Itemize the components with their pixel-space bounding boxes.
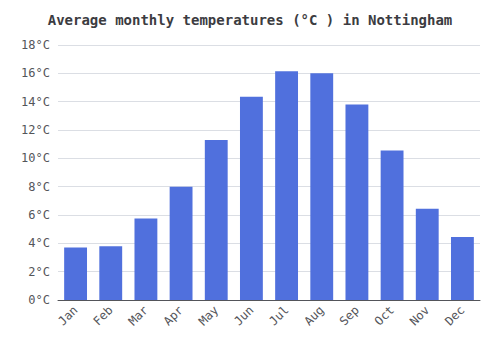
svg-text:Nov: Nov — [407, 303, 432, 328]
svg-text:16°C: 16°C — [21, 66, 50, 80]
svg-text:Feb: Feb — [90, 303, 115, 328]
svg-text:4°C: 4°C — [28, 236, 50, 250]
svg-text:12°C: 12°C — [21, 123, 50, 137]
svg-text:Jul: Jul — [266, 303, 291, 328]
svg-text:Jan: Jan — [55, 303, 80, 328]
svg-text:0°C: 0°C — [28, 293, 50, 307]
svg-text:14°C: 14°C — [21, 95, 50, 109]
svg-text:18°C: 18°C — [21, 38, 50, 52]
svg-text:Mar: Mar — [126, 303, 151, 328]
svg-text:Average monthly temperatures (: Average monthly temperatures (°C ) in No… — [48, 12, 453, 28]
svg-text:Jun: Jun — [231, 303, 256, 328]
svg-text:6°C: 6°C — [28, 208, 50, 222]
svg-text:Oct: Oct — [372, 303, 397, 328]
svg-text:8°C: 8°C — [28, 180, 50, 194]
svg-text:Apr: Apr — [161, 303, 186, 328]
svg-text:May: May — [196, 303, 221, 328]
svg-text:2°C: 2°C — [28, 265, 50, 279]
svg-text:Aug: Aug — [301, 303, 326, 328]
svg-text:Dec: Dec — [442, 303, 467, 328]
svg-text:10°C: 10°C — [21, 151, 50, 165]
svg-text:Sep: Sep — [337, 303, 362, 328]
